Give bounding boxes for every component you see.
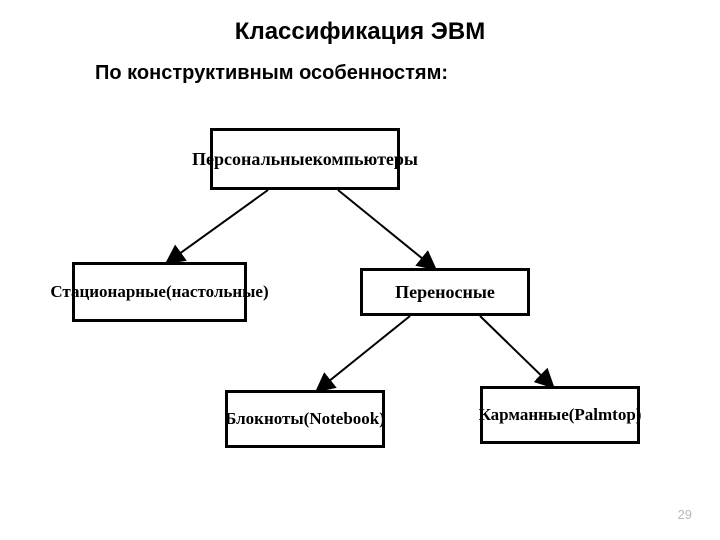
- tree-node-notebook: Блокноты(Notebook): [225, 390, 385, 448]
- tree-node-root: Персональныекомпьютеры: [210, 128, 400, 190]
- tree-node-portable: Переносные: [360, 268, 530, 316]
- page-number: 29: [678, 507, 692, 522]
- page-title: Классификация ЭВМ: [0, 18, 720, 46]
- tree-node-palmtop: Карманные(Palmtop): [480, 386, 640, 444]
- page-subtitle: По конструктивным особенностям:: [95, 62, 448, 85]
- tree-node-stationary: Стационарные(настольные): [72, 262, 247, 322]
